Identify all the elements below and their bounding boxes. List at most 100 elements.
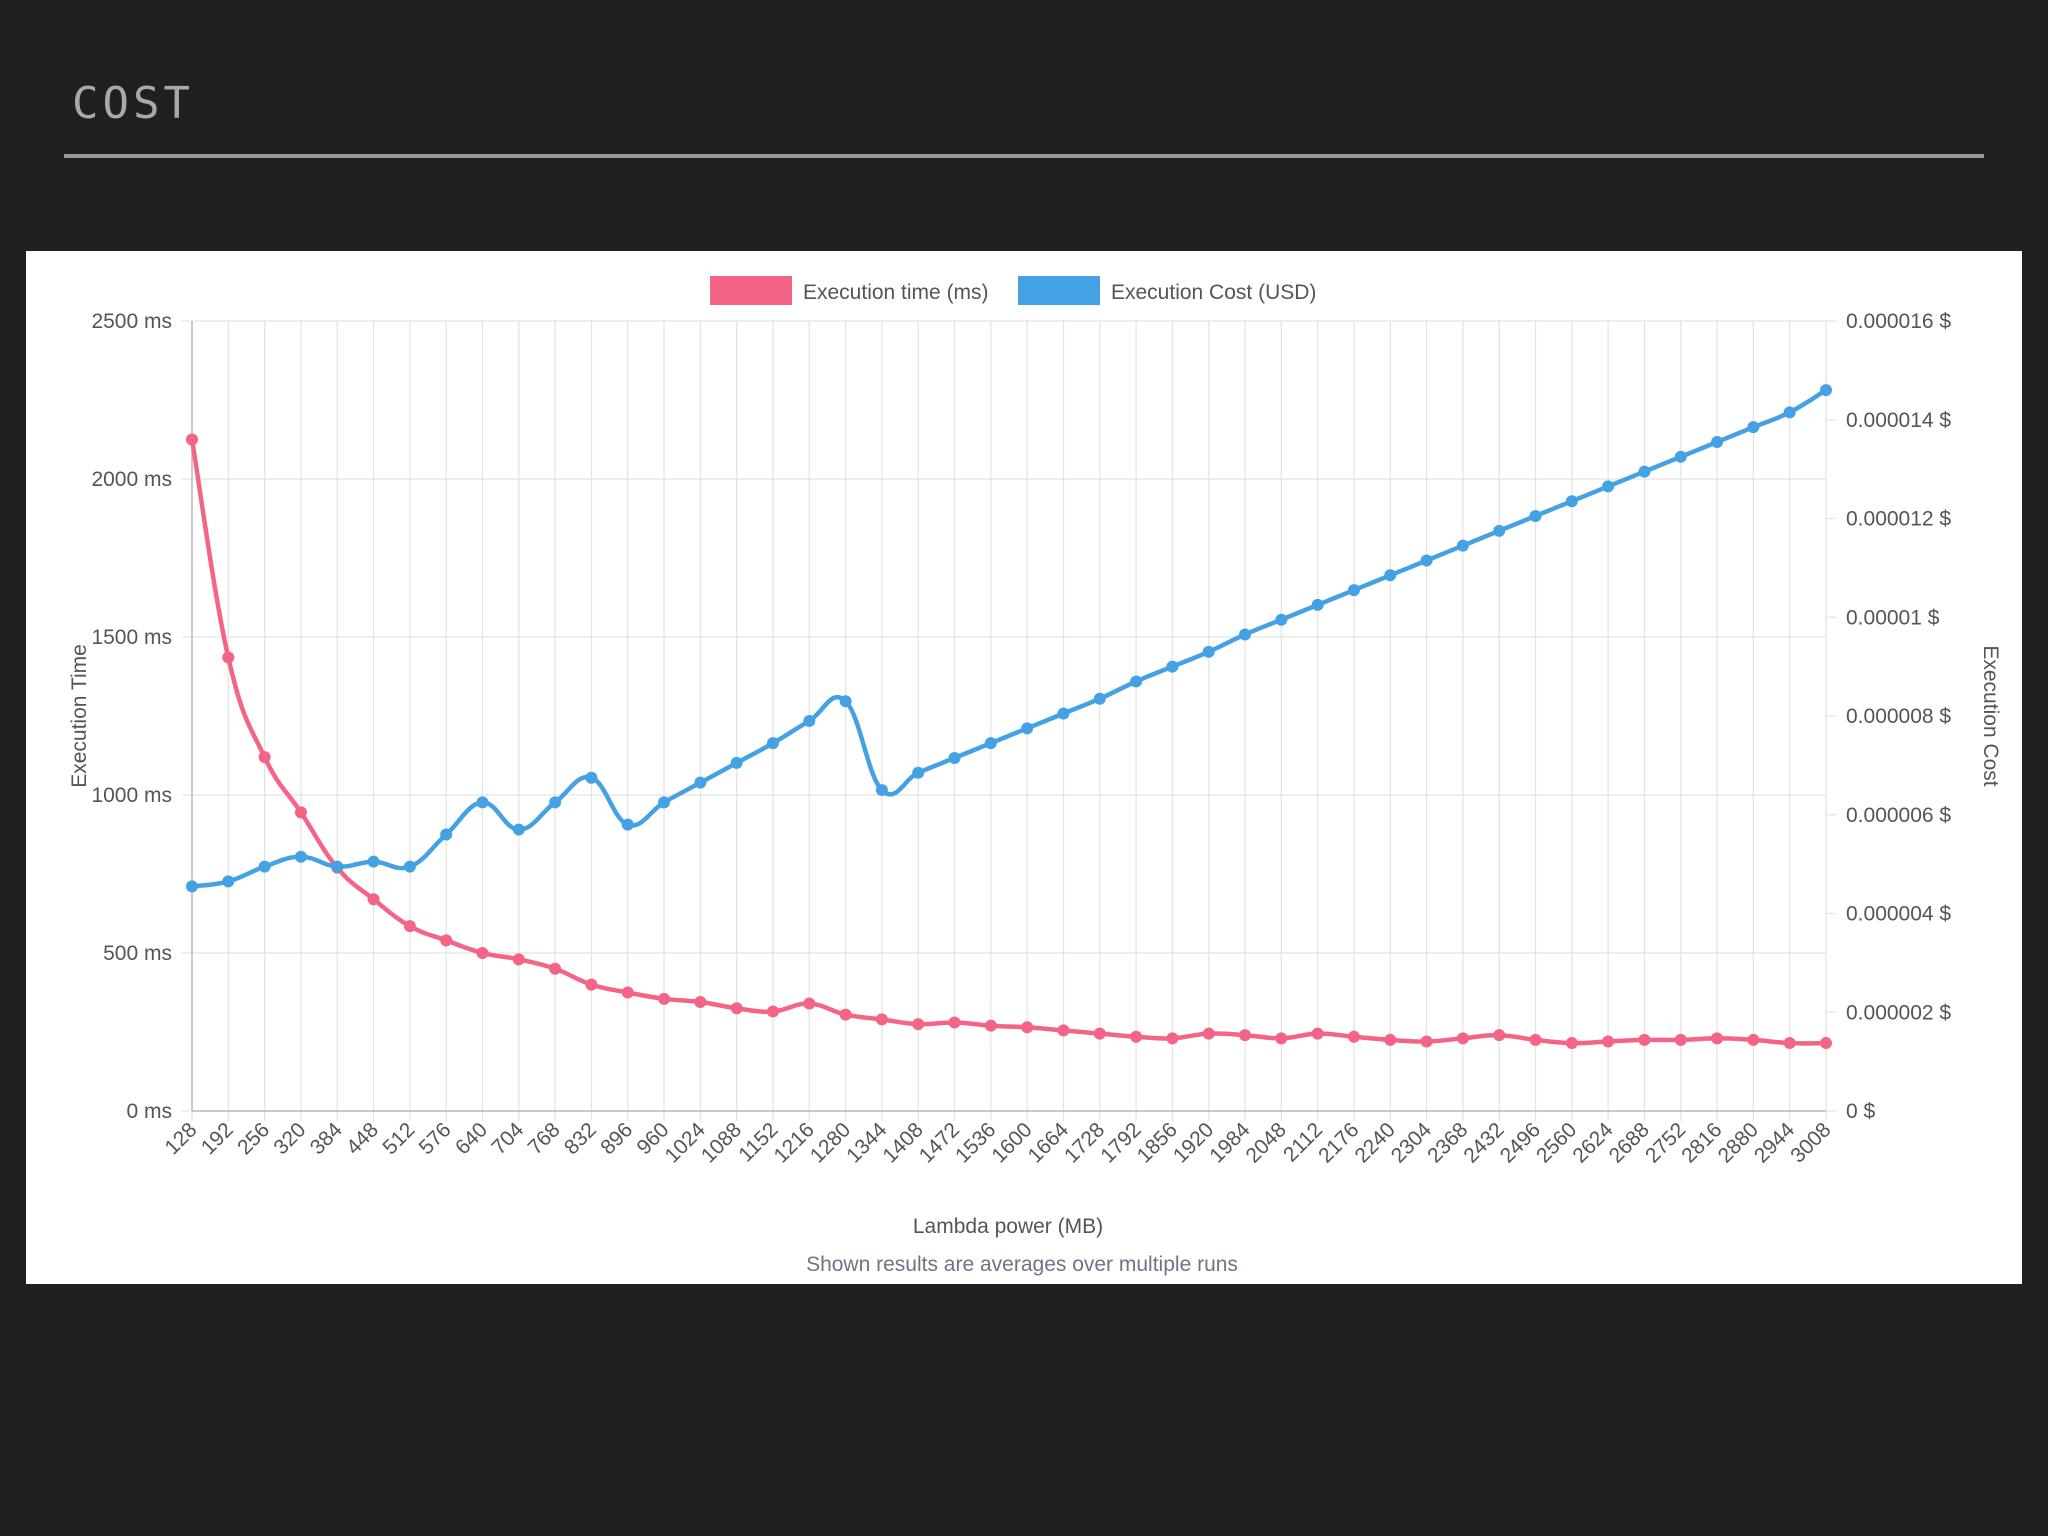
x-tick-label: 1856 <box>1133 1118 1182 1167</box>
x-tick-label: 2240 <box>1351 1118 1400 1167</box>
y-right-tick-label: 0.000008 $ <box>1846 705 1951 728</box>
y-left-tick-label: 2500 ms <box>91 310 172 333</box>
execution-time-point <box>1674 1033 1687 1046</box>
execution-time-point <box>1384 1033 1397 1046</box>
x-tick-label: 1408 <box>878 1118 927 1167</box>
execution-time-point <box>1565 1037 1578 1050</box>
execution-cost-point <box>1638 465 1651 478</box>
slide-title: COST <box>72 78 194 129</box>
execution-time-point <box>1602 1035 1615 1048</box>
x-tick-label: 1600 <box>987 1118 1036 1167</box>
execution-time-point <box>367 893 380 906</box>
execution-cost-point <box>1747 421 1760 434</box>
execution-time-legend-label: Execution time (ms) <box>803 281 989 304</box>
x-axis-title: Lambda power (MB) <box>913 1215 1103 1238</box>
execution-cost-point <box>658 796 671 809</box>
execution-time-point <box>766 1005 779 1018</box>
execution-cost-point <box>549 796 562 809</box>
x-tick-label: 2496 <box>1496 1118 1545 1167</box>
execution-cost-point <box>875 784 888 797</box>
title-divider <box>64 154 1984 158</box>
x-tick-label: 640 <box>451 1118 492 1159</box>
execution-time-point <box>1275 1032 1288 1045</box>
execution-cost-point <box>1493 524 1506 537</box>
execution-cost-point <box>1711 435 1724 448</box>
execution-cost-point <box>1311 598 1324 611</box>
execution-time-point <box>1529 1033 1542 1046</box>
x-tick-label: 320 <box>269 1118 310 1159</box>
x-tick-label: 2816 <box>1677 1118 1726 1167</box>
execution-cost-legend-label: Execution Cost (USD) <box>1111 281 1316 304</box>
y-right-tick-label: 0.000014 $ <box>1846 409 1951 432</box>
execution-cost-point <box>476 796 489 809</box>
execution-time-point <box>1093 1027 1106 1040</box>
execution-cost-point <box>1347 584 1360 597</box>
x-tick-label: 256 <box>233 1118 274 1159</box>
execution-time-point <box>875 1013 888 1026</box>
execution-cost-point <box>585 771 598 784</box>
x-tick-label: 2432 <box>1459 1118 1508 1167</box>
y-left-tick-label: 1500 ms <box>91 626 172 649</box>
y-right-tick-label: 0 $ <box>1846 1100 1876 1123</box>
y-left-axis-title: Execution Time <box>68 644 91 788</box>
execution-time-point <box>512 953 525 966</box>
execution-cost-point <box>1384 569 1397 582</box>
y-right-tick-label: 0.00001 $ <box>1846 606 1940 629</box>
execution-cost-point <box>294 850 307 863</box>
execution-time-point <box>1420 1035 1433 1048</box>
x-tick-label: 1088 <box>697 1118 746 1167</box>
x-tick-label: 1472 <box>915 1118 964 1167</box>
x-tick-label: 192 <box>197 1118 238 1159</box>
execution-cost-point <box>222 875 235 888</box>
execution-cost-point <box>803 714 816 727</box>
execution-cost-point <box>1239 628 1252 641</box>
x-tick-label: 3008 <box>1786 1118 1835 1167</box>
x-tick-label: 1920 <box>1169 1118 1218 1167</box>
execution-time-point <box>403 920 416 933</box>
execution-time-point <box>658 992 671 1005</box>
execution-cost-point <box>1021 722 1034 735</box>
chart-panel: 0 ms 500 ms 1000 ms 1500 ms 2000 ms 2500 ms 0 … <box>26 251 2022 1284</box>
execution-cost-point <box>730 756 743 769</box>
x-tick-label: 768 <box>524 1118 565 1159</box>
execution-cost-point <box>258 860 271 873</box>
execution-cost-point <box>512 823 525 836</box>
execution-cost-point <box>1602 480 1615 493</box>
x-tick-label: 2688 <box>1605 1118 1654 1167</box>
execution-cost-point <box>1093 692 1106 705</box>
execution-time-point <box>1493 1029 1506 1042</box>
execution-cost-point <box>1820 384 1832 397</box>
x-tick-label: 1024 <box>661 1118 711 1168</box>
x-tick-label: 2176 <box>1314 1118 1363 1167</box>
y-left-tick-label: 0 ms <box>126 1100 172 1123</box>
y-right-tick-label: 0.000002 $ <box>1846 1001 1951 1024</box>
x-tick-label: 2048 <box>1242 1118 1291 1167</box>
execution-time-point <box>186 433 198 446</box>
execution-time-point <box>222 651 235 664</box>
execution-time-point <box>1021 1021 1034 1034</box>
execution-time-point <box>440 934 453 947</box>
execution-time-point <box>1347 1030 1360 1043</box>
y-right-tick-label: 0.000004 $ <box>1846 903 1951 926</box>
execution-cost-point <box>839 695 852 708</box>
line-chart: 0 ms 500 ms 1000 ms 1500 ms 2000 ms 2500 ms 0 … <box>68 276 2002 1276</box>
execution-time-point <box>1638 1033 1651 1046</box>
execution-cost-point <box>912 766 925 779</box>
x-tick-label: 1280 <box>806 1118 855 1167</box>
y-right-tick-label: 0.000016 $ <box>1846 310 1951 333</box>
x-tick-label: 576 <box>415 1118 456 1159</box>
series <box>186 384 1832 1050</box>
y-right-tick-label: 0.000006 $ <box>1846 804 1951 827</box>
execution-time-point <box>948 1016 961 1029</box>
x-tick-label: 2944 <box>1750 1118 1800 1168</box>
y-left-tick-label: 1000 ms <box>91 784 172 807</box>
execution-cost-point <box>766 737 779 750</box>
x-tick-label: 2304 <box>1387 1118 1437 1168</box>
x-tick-label: 2752 <box>1641 1118 1690 1167</box>
execution-time-point <box>258 751 271 764</box>
x-tick-label: 2624 <box>1568 1118 1618 1168</box>
chart-footnote: Shown results are averages over multiple… <box>806 1253 1238 1276</box>
execution-time-point <box>549 962 562 975</box>
execution-time-point <box>912 1018 925 1031</box>
execution-time-point <box>839 1008 852 1021</box>
